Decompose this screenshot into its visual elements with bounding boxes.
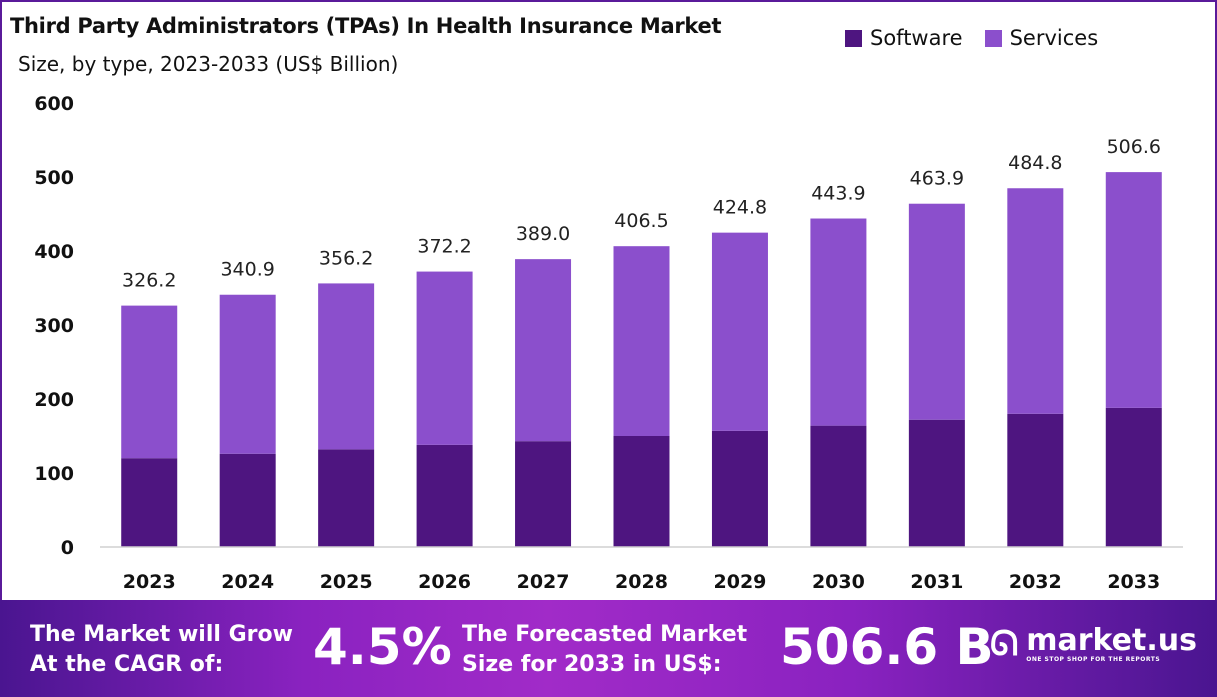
legend-label-software: Software — [870, 26, 963, 50]
x-tick-label: 2023 — [123, 571, 176, 593]
market-us-logo: ᘏ market.us ONE STOP SHOP FOR THE REPORT… — [990, 624, 1197, 664]
x-tick-label: 2029 — [714, 571, 767, 593]
bar-services-2024 — [219, 294, 276, 454]
bar-services-2025 — [318, 283, 375, 450]
cagr-text-line1: The Market will Grow — [30, 622, 293, 647]
logo-text: market.us — [1026, 622, 1197, 658]
bar-software-2028 — [613, 436, 670, 547]
data-label-total: 406.5 — [614, 210, 668, 232]
x-tick-label: 2031 — [910, 571, 963, 593]
bar-software-2026 — [416, 444, 473, 547]
bar-software-2029 — [711, 430, 768, 547]
x-tick-label: 2033 — [1107, 571, 1160, 593]
data-label-total: 506.6 — [1107, 136, 1161, 158]
x-tick-label: 2030 — [812, 571, 865, 593]
forecast-value: 506.6 B — [780, 618, 994, 676]
x-tick-label: 2032 — [1009, 571, 1062, 593]
bar-software-2027 — [515, 441, 572, 547]
legend-label-services: Services — [1009, 26, 1099, 50]
forecast-text-line1: The Forecasted Market — [462, 622, 748, 647]
legend-item-software: Software — [845, 26, 963, 50]
bar-services-2026 — [416, 271, 473, 445]
cagr-value: 4.5% — [313, 618, 452, 676]
logo-mark-icon: ᘏ — [990, 624, 1019, 664]
data-label-total: 443.9 — [811, 183, 865, 205]
bar-software-2032 — [1007, 413, 1064, 547]
chart-subtitle: Size, by type, 2023-2033 (US$ Billion) — [18, 52, 399, 76]
cagr-text: The Market will Grow At the CAGR of: — [30, 620, 293, 680]
y-tick-label: 400 — [34, 241, 74, 263]
cagr-text-line2: At the CAGR of: — [30, 652, 224, 677]
y-tick-label: 600 — [34, 93, 74, 115]
y-tick-label: 200 — [34, 389, 74, 411]
legend-swatch-services — [984, 29, 1002, 47]
bar-software-2023 — [121, 458, 178, 547]
x-tick-label: 2026 — [418, 571, 471, 593]
legend-item-services: Services — [984, 26, 1099, 50]
bar-services-2030 — [810, 218, 867, 426]
bar-services-2023 — [121, 305, 178, 459]
legend-swatch-software — [845, 29, 862, 47]
data-label-total: 326.2 — [122, 270, 176, 292]
y-tick-label: 0 — [61, 537, 74, 559]
data-label-total: 463.9 — [910, 168, 964, 190]
stacked-bar-chart: 0 100 200 300 400 500 600 326.2 2023 340.9 2024 356… — [34, 93, 1183, 593]
bar-services-2031 — [908, 203, 965, 420]
data-label-total: 356.2 — [319, 247, 373, 269]
bar-software-2025 — [318, 449, 375, 547]
y-tick-label: 300 — [34, 315, 74, 337]
bar-software-2031 — [908, 419, 965, 547]
bar-services-2033 — [1105, 172, 1162, 408]
x-tick-label: 2028 — [615, 571, 668, 593]
bar-software-2030 — [810, 425, 867, 547]
bar-services-2032 — [1007, 188, 1064, 414]
forecast-text-line2: Size for 2033 in US$: — [462, 652, 722, 677]
bar-software-2033 — [1105, 407, 1162, 547]
forecast-text: The Forecasted Market Size for 2033 in U… — [462, 620, 747, 680]
data-label-total: 389.0 — [516, 223, 570, 245]
x-tick-label: 2025 — [320, 571, 373, 593]
bar-software-2024 — [219, 453, 276, 547]
data-label-total: 372.2 — [417, 236, 471, 258]
x-tick-label: 2024 — [221, 571, 274, 593]
x-tick-label: 2027 — [517, 571, 570, 593]
data-label-total: 424.8 — [713, 197, 767, 219]
legend: Software Services — [845, 26, 1098, 50]
footer-banner: The Market will Grow At the CAGR of: 4.5… — [0, 600, 1217, 697]
y-tick-label: 500 — [34, 167, 74, 189]
bar-services-2028 — [613, 246, 670, 436]
data-label-total: 340.9 — [220, 259, 274, 281]
y-tick-label: 100 — [34, 463, 74, 485]
bar-services-2027 — [515, 259, 572, 442]
data-label-total: 484.8 — [1008, 152, 1062, 174]
bar-services-2029 — [711, 232, 768, 431]
logo-tagline: ONE STOP SHOP FOR THE REPORTS — [1026, 655, 1161, 663]
chart-title: Third Party Administrators (TPAs) In Hea… — [10, 14, 722, 38]
